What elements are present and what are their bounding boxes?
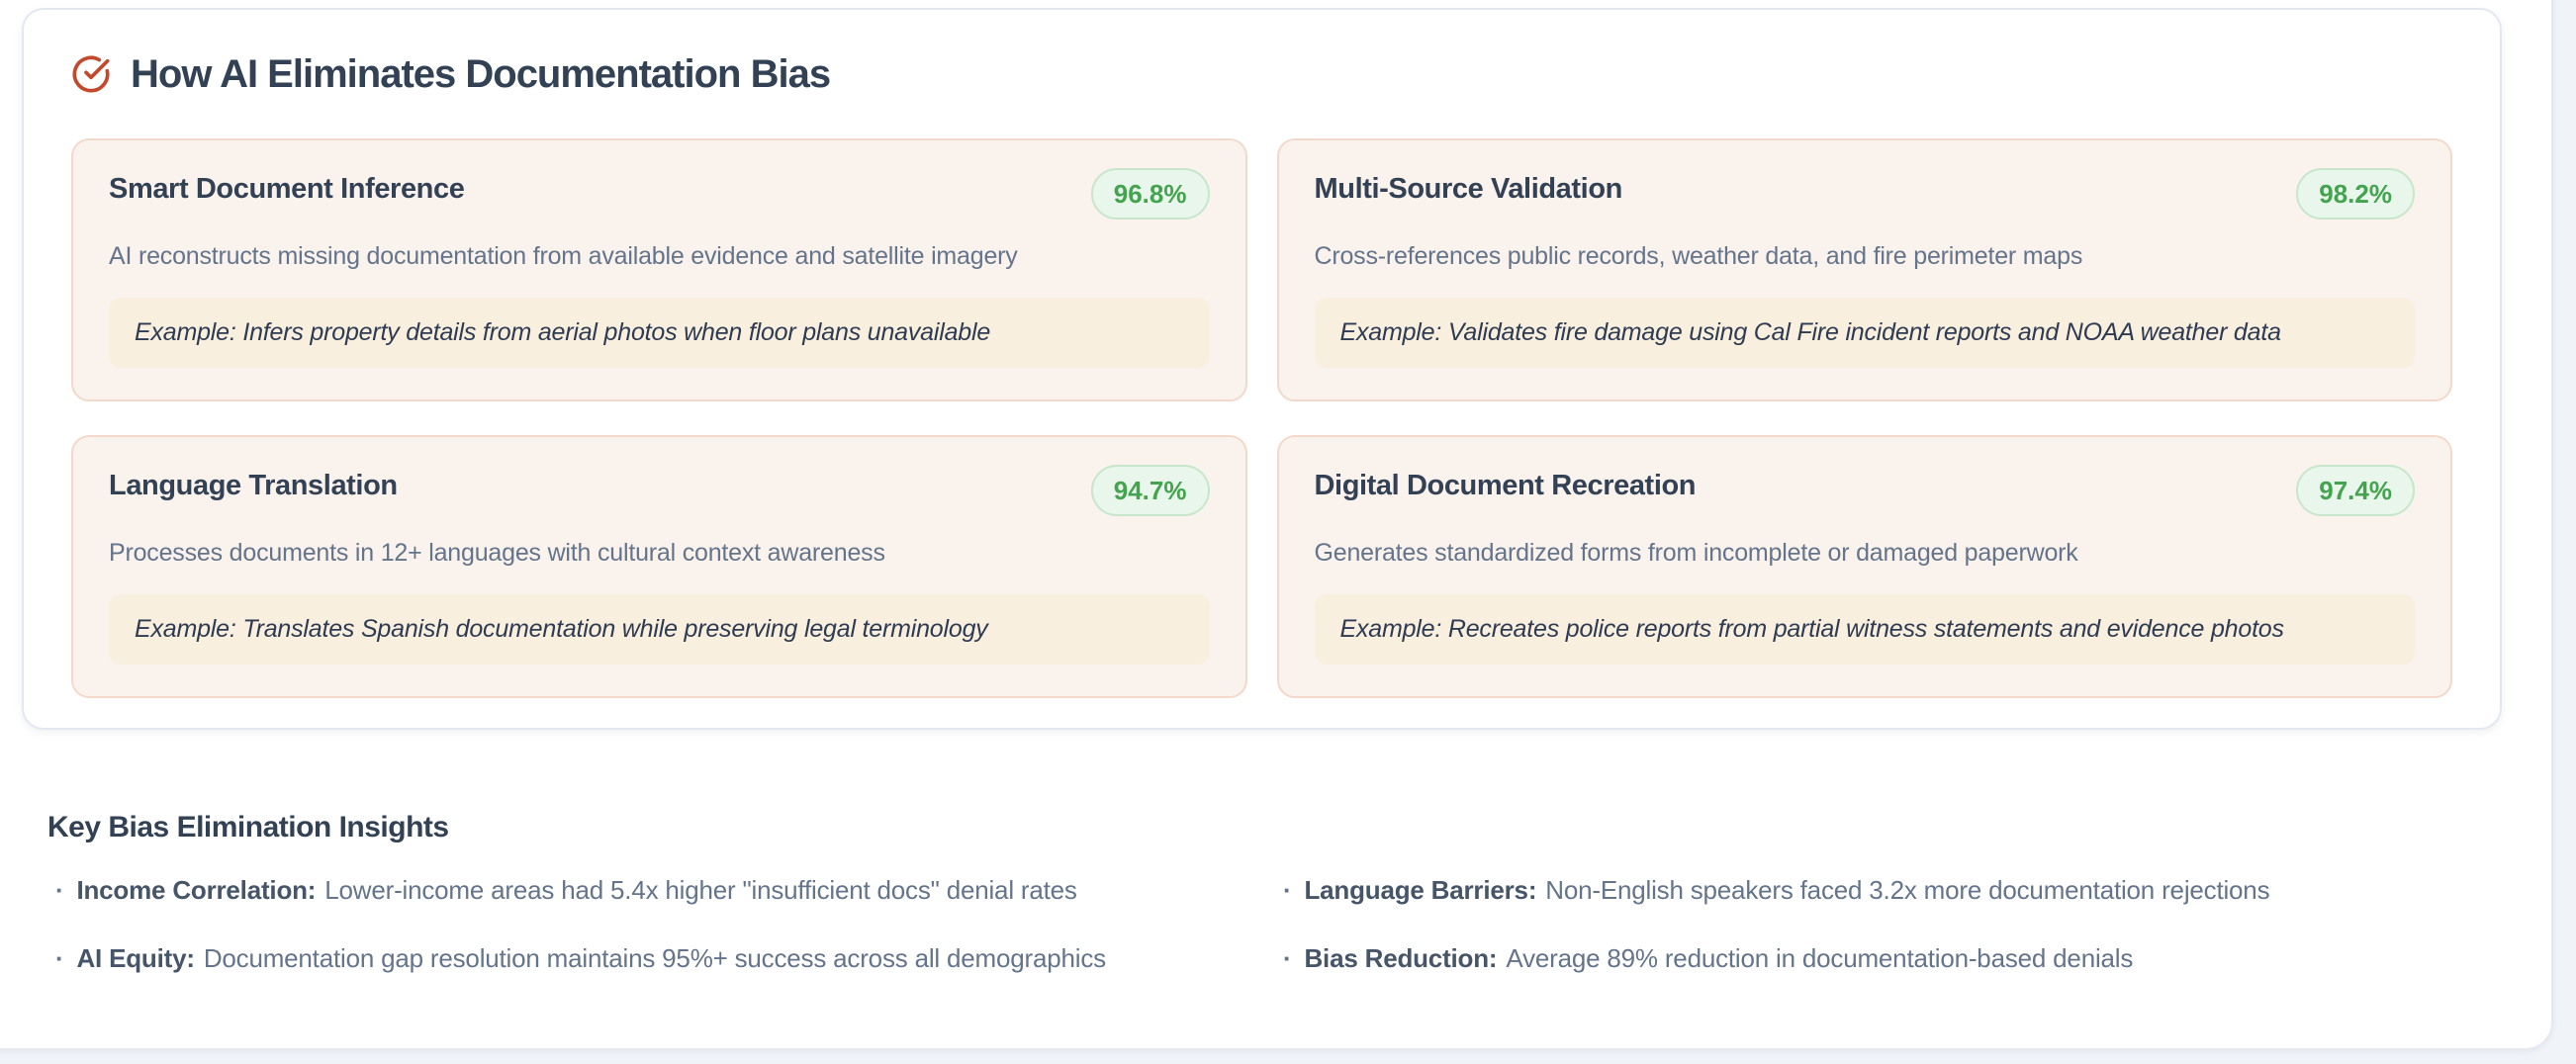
bullet-dot: · — [1283, 875, 1292, 905]
report-container: How AI Eliminates Documentation Bias Sma… — [0, 0, 2553, 1050]
capability-card-smart-document-inference: Smart Document Inference 96.8% AI recons… — [71, 138, 1247, 401]
capability-card-digital-document-recreation: Digital Document Recreation 97.4% Genera… — [1276, 434, 2452, 698]
insight-label: Language Barriers: — [1304, 875, 1537, 905]
panel-header: How AI Eliminates Documentation Bias — [71, 51, 2452, 97]
card-example: Example: Translates Spanish documentatio… — [109, 594, 1210, 665]
insight-language-barriers: · Language Barriers: Non-English speaker… — [1283, 874, 2501, 907]
card-header: Multi-Source Validation 98.2% — [1314, 168, 2415, 220]
card-description: Processes documents in 12+ languages wit… — [109, 538, 885, 567]
accuracy-badge: 98.2% — [2296, 168, 2415, 220]
card-description: Cross-references public records, weather… — [1314, 242, 2083, 270]
card-title: Digital Document Recreation — [1314, 469, 1697, 501]
insight-label: AI Equity: — [76, 942, 195, 973]
insight-text: Average 89% reduction in documentation-b… — [1506, 942, 2134, 973]
card-header: Digital Document Recreation 97.4% — [1314, 464, 2415, 516]
insight-bias-reduction: · Bias Reduction: Average 89% reduction … — [1283, 942, 2501, 975]
card-example: Example: Validates fire damage using Cal… — [1314, 298, 2415, 368]
capability-card-multi-source-validation: Multi-Source Validation 98.2% Cross-refe… — [1276, 138, 2452, 401]
accuracy-badge: 97.4% — [2296, 464, 2415, 516]
bullet-dot: · — [1283, 942, 1292, 973]
insights-grid: · Income Correlation: Lower-income areas… — [47, 874, 2501, 974]
check-circle-icon — [71, 54, 111, 94]
insight-ai-equity: · AI Equity: Documentation gap resolutio… — [55, 942, 1283, 975]
insight-label: Bias Reduction: — [1304, 942, 1498, 973]
card-title: Multi-Source Validation — [1314, 173, 1623, 205]
insight-text: Non-English speakers faced 3.2x more doc… — [1545, 875, 2270, 905]
card-description: Generates standardized forms from incomp… — [1314, 538, 2078, 567]
card-header: Language Translation 94.7% — [109, 464, 1210, 516]
insight-text: Lower-income areas had 5.4x higher "insu… — [324, 875, 1077, 905]
insight-label: Income Correlation: — [76, 875, 317, 905]
card-header: Smart Document Inference 96.8% — [109, 168, 1210, 220]
ai-documentation-bias-panel: How AI Eliminates Documentation Bias Sma… — [22, 8, 2502, 730]
card-example: Example: Infers property details from ae… — [109, 298, 1210, 368]
bullet-dot: · — [55, 942, 64, 973]
capability-cards-grid: Smart Document Inference 96.8% AI recons… — [71, 138, 2452, 698]
insight-income-correlation: · Income Correlation: Lower-income areas… — [55, 874, 1283, 907]
insights-title: Key Bias Elimination Insights — [47, 811, 449, 843]
capability-card-language-translation: Language Translation 94.7% Processes doc… — [71, 434, 1247, 698]
accuracy-badge: 96.8% — [1090, 168, 1210, 220]
card-title: Language Translation — [109, 469, 398, 501]
card-title: Smart Document Inference — [109, 173, 465, 205]
insight-text: Documentation gap resolution maintains 9… — [203, 942, 1106, 973]
card-example: Example: Recreates police reports from p… — [1314, 594, 2415, 665]
card-description: AI reconstructs missing documentation fr… — [109, 242, 1018, 270]
accuracy-badge: 94.7% — [1090, 464, 1210, 516]
bullet-dot: · — [55, 875, 64, 905]
insights-section: Key Bias Elimination Insights · Income C… — [47, 811, 2501, 974]
panel-title: How AI Eliminates Documentation Bias — [131, 52, 831, 96]
